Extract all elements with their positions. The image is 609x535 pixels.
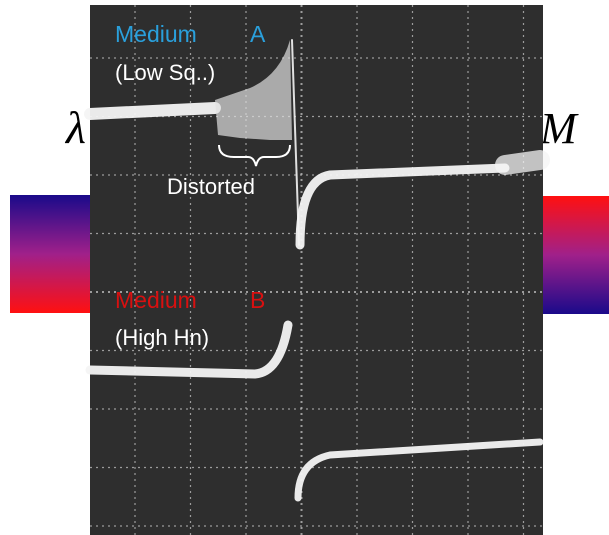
left-symbol: λ bbox=[64, 102, 86, 153]
right-gradient bbox=[541, 196, 609, 314]
medium-b-label: Medium bbox=[115, 287, 197, 313]
figure: λ M Medium A (Low Sq..) Distorted Medium… bbox=[0, 0, 609, 535]
distorted-label: Distorted bbox=[167, 174, 255, 199]
medium-a-note: (Low Sq..) bbox=[115, 60, 215, 85]
trace bbox=[505, 160, 540, 165]
medium-b-letter: B bbox=[250, 287, 265, 313]
trace bbox=[90, 108, 215, 114]
medium-a-letter: A bbox=[250, 21, 266, 47]
right-symbol: M bbox=[539, 104, 579, 153]
left-gradient bbox=[10, 195, 92, 313]
medium-a-label: Medium bbox=[115, 21, 197, 47]
medium-b-note: (High Hn) bbox=[115, 325, 209, 350]
